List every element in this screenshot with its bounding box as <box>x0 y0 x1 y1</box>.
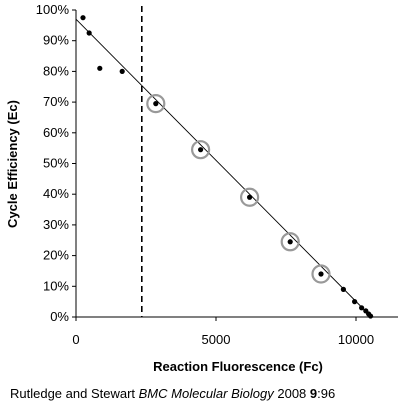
citation-volume: 9 <box>309 386 318 401</box>
citation-journal: BMC Molecular Biology <box>138 386 274 401</box>
y-tick-label: 70% <box>43 94 69 109</box>
chart-svg: 0% 10% 20% 30% 40% 50% 60% 70% 80% 90% 100% 0 5000 10… <box>5 2 398 374</box>
data-point <box>119 68 125 74</box>
data-point <box>153 101 159 107</box>
data-point <box>86 30 92 36</box>
highlight-circle <box>240 187 260 207</box>
y-tick-label: 30% <box>43 217 69 232</box>
reference-lines <box>75 6 372 318</box>
data-point <box>352 299 358 305</box>
data-point <box>80 15 86 21</box>
regression-line <box>75 18 372 318</box>
data-point <box>340 286 346 292</box>
highlight-circle <box>146 94 166 114</box>
data-point <box>318 271 324 277</box>
highlight-circle <box>191 140 211 160</box>
highlight-circle <box>280 232 300 252</box>
data-point <box>287 239 293 245</box>
citation-pages: :96 <box>317 386 336 401</box>
data-point <box>367 313 374 319</box>
y-axis-title: Cycle Efficiency (Ec) <box>5 100 20 228</box>
y-tick-label: 10% <box>43 278 69 293</box>
x-axis-title: Reaction Fluorescence (Fc) <box>153 359 323 374</box>
data-points <box>80 15 374 319</box>
citation-authors: Rutledge and Stewart <box>10 386 139 401</box>
x-tick-label: 10000 <box>338 332 374 347</box>
y-tick-label: 90% <box>43 33 69 48</box>
x-tick-label: 0 <box>72 332 79 347</box>
data-point <box>97 65 103 71</box>
highlight-circle <box>311 264 331 284</box>
y-tick-label: 100% <box>36 2 70 17</box>
citation-year: 2008 <box>273 386 310 401</box>
y-tick-label: 0% <box>50 309 69 324</box>
citation: Rutledge and Stewart BMC Molecular Biolo… <box>10 386 335 401</box>
y-tick-label: 20% <box>43 248 69 263</box>
y-tick-label: 50% <box>43 156 69 171</box>
data-point <box>247 194 253 200</box>
data-point <box>198 147 204 153</box>
tick-labels: 0% 10% 20% 30% 40% 50% 60% 70% 80% 90% 100% 0 5000 10… <box>36 2 374 347</box>
data-point <box>359 305 365 311</box>
y-tick-label: 40% <box>43 186 69 201</box>
axes <box>72 9 398 321</box>
y-tick-label: 60% <box>43 125 69 140</box>
x-tick-label: 5000 <box>202 332 231 347</box>
y-tick-label: 80% <box>43 63 69 78</box>
